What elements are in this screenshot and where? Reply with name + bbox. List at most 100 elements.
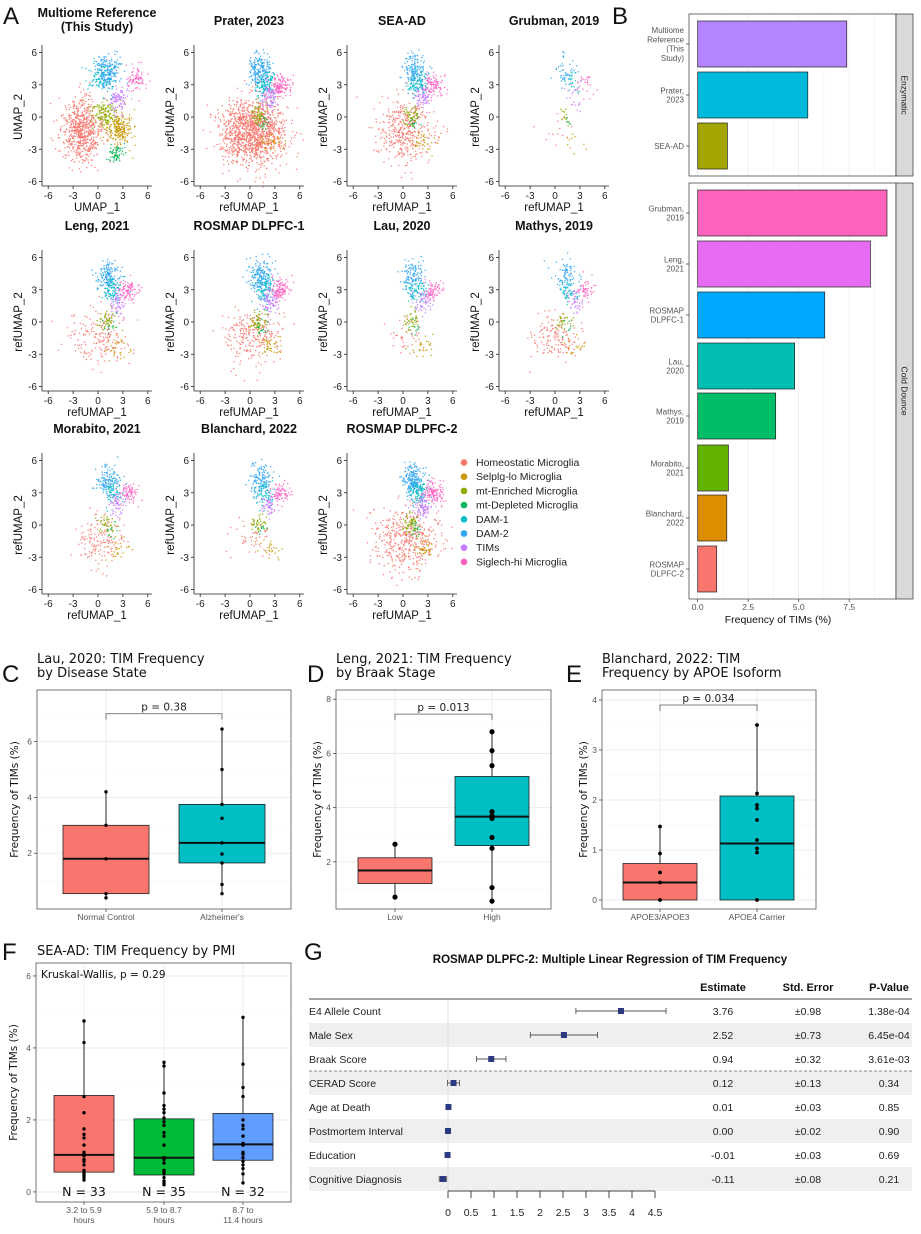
umap-point xyxy=(566,97,568,99)
umap-point xyxy=(70,334,72,337)
umap-point xyxy=(124,275,126,278)
umap-point xyxy=(256,113,259,116)
umap-point xyxy=(100,349,102,351)
umap-point xyxy=(91,123,93,126)
umap-point xyxy=(579,110,581,113)
umap-point xyxy=(254,143,256,146)
umap-point xyxy=(123,127,125,130)
umap-point xyxy=(241,134,244,136)
umap-point xyxy=(125,64,128,66)
umap-point xyxy=(430,134,432,137)
umap-point xyxy=(403,116,406,119)
umap-point xyxy=(75,126,78,128)
umap-point xyxy=(116,148,118,151)
umap-point xyxy=(93,330,95,333)
umap-point xyxy=(416,86,418,88)
umap-point xyxy=(113,109,116,112)
umap-point xyxy=(390,116,393,118)
umap-point xyxy=(84,122,87,124)
umap-point xyxy=(114,280,117,282)
umap-point xyxy=(278,112,281,114)
umap-point xyxy=(255,111,257,114)
umap-point xyxy=(130,132,132,134)
umap-point xyxy=(243,107,245,109)
umap-point xyxy=(84,95,86,98)
umap-point xyxy=(375,150,378,152)
umap-point xyxy=(560,76,562,79)
umap-point xyxy=(91,131,94,133)
umap-point xyxy=(222,128,224,131)
umap-point xyxy=(229,126,231,128)
umap-point xyxy=(280,111,282,114)
umap-point xyxy=(292,83,294,86)
umap-point xyxy=(104,69,107,71)
umap-point xyxy=(124,136,127,138)
umap-point xyxy=(249,71,252,74)
umap-point xyxy=(84,147,86,149)
umap-point xyxy=(115,85,117,87)
umap-point xyxy=(101,73,103,76)
umap-point xyxy=(417,67,419,69)
umap-point xyxy=(249,126,252,128)
umap-point xyxy=(76,141,78,143)
umap-point xyxy=(271,140,273,143)
umap-point xyxy=(75,107,78,110)
umap-point xyxy=(416,145,419,147)
umap-point xyxy=(254,155,256,157)
umap-point xyxy=(414,96,416,99)
umap-point xyxy=(111,70,113,73)
umap-point xyxy=(120,128,123,131)
umap-point xyxy=(436,95,439,97)
umap-point xyxy=(219,148,221,151)
umap-point xyxy=(563,117,566,119)
umap-point xyxy=(259,61,262,63)
umap-point xyxy=(96,69,99,71)
umap-point xyxy=(411,57,414,59)
umap-point xyxy=(101,107,103,110)
umap-point xyxy=(255,157,258,160)
umap-point xyxy=(245,100,247,102)
umap-point xyxy=(257,132,259,135)
umap-point xyxy=(390,165,393,167)
umap-point xyxy=(432,75,435,77)
umap-point xyxy=(72,122,75,125)
umap-point xyxy=(251,66,254,69)
umap-point xyxy=(263,68,266,71)
umap-point xyxy=(101,77,104,80)
umap-point xyxy=(287,83,289,86)
umap-point xyxy=(73,125,76,128)
y-axis-label: refUMAP_2 xyxy=(318,87,330,146)
y-axis-label: UMAP_2 xyxy=(13,94,25,140)
umap-point xyxy=(405,106,408,109)
umap-point xyxy=(122,122,124,124)
umap-point xyxy=(135,75,138,78)
umap-point xyxy=(414,54,416,56)
umap-point xyxy=(118,153,121,156)
umap-point xyxy=(131,81,133,84)
umap-point xyxy=(110,131,112,133)
umap-point xyxy=(241,132,244,135)
umap-point xyxy=(106,60,108,62)
umap-point xyxy=(126,134,129,137)
umap-point xyxy=(256,156,259,158)
umap-point xyxy=(83,118,85,121)
umap-point xyxy=(240,137,243,140)
umap-point xyxy=(237,128,240,131)
umap-point xyxy=(108,135,110,137)
umap-point xyxy=(274,149,276,152)
umap-point xyxy=(73,146,75,148)
y-tick-label: -6 xyxy=(180,177,189,188)
umap-point xyxy=(440,75,442,78)
umap-point xyxy=(110,78,112,81)
umap-point xyxy=(113,126,116,128)
umap-point xyxy=(118,132,120,134)
umap-point xyxy=(93,60,96,63)
umap-point xyxy=(86,352,88,355)
umap-point xyxy=(566,116,568,119)
umap-point xyxy=(392,111,394,113)
umap-point xyxy=(442,125,445,128)
umap-point xyxy=(120,126,123,128)
umap-point xyxy=(421,88,423,91)
umap-point xyxy=(129,114,131,116)
umap-point xyxy=(403,121,405,124)
